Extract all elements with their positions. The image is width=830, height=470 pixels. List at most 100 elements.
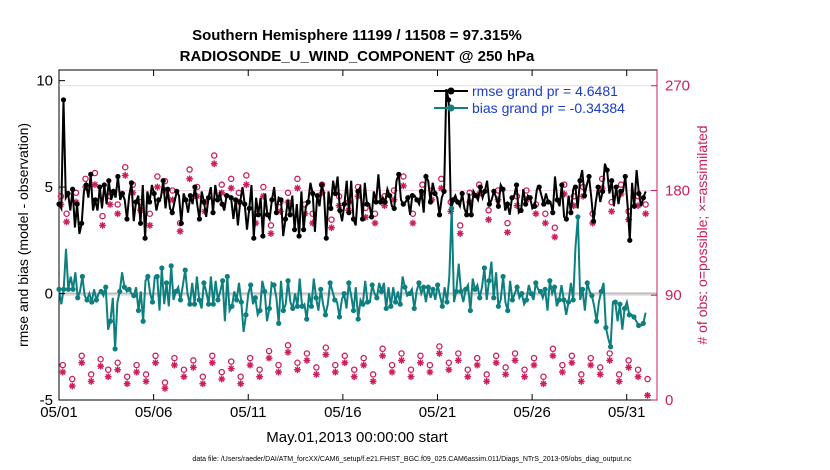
rmse-point <box>468 212 474 218</box>
rmse-point <box>319 182 325 188</box>
obs-assimilated-marker <box>483 377 491 385</box>
rmse-point <box>228 195 234 201</box>
rmse-point <box>260 233 266 239</box>
bias-point <box>145 273 151 280</box>
bias-point <box>505 307 511 314</box>
obs-assimilated-marker <box>454 357 462 364</box>
obs-possible-marker <box>485 207 492 214</box>
bias-point <box>98 288 104 295</box>
bias-point <box>280 307 286 314</box>
bias-point <box>299 303 305 309</box>
bias-point <box>149 299 156 305</box>
obs-assimilated-marker <box>246 361 254 369</box>
obs-possible-marker <box>154 173 161 180</box>
rmse-point <box>504 201 511 207</box>
obs-possible-marker <box>322 344 330 351</box>
bias-point <box>491 295 497 301</box>
obs-possible-marker <box>237 373 244 380</box>
rmse-point <box>65 190 71 197</box>
legend-bias-marker <box>447 104 455 112</box>
obs-possible-marker <box>313 364 320 371</box>
rmse-point <box>590 218 597 224</box>
obs-possible-marker <box>400 173 407 180</box>
rmse-point <box>178 220 184 226</box>
obs-assimilated-marker <box>161 384 169 392</box>
rmse-point <box>631 203 637 209</box>
rmse-point <box>495 203 502 209</box>
obs-possible-marker <box>284 189 292 197</box>
obs-possible-marker <box>445 359 453 367</box>
obs-possible-marker <box>243 172 250 179</box>
rmse-point <box>124 216 130 222</box>
bias-point <box>561 297 567 303</box>
rmse-point <box>432 190 438 197</box>
bias-point <box>201 280 207 286</box>
rmse-point <box>115 173 121 180</box>
x-tick-label: 05/01 <box>40 404 78 421</box>
obs-assimilated-marker <box>284 348 292 356</box>
rmse-point <box>359 216 366 222</box>
obs-possible-marker <box>511 350 519 357</box>
bias-point <box>168 263 174 269</box>
x-tick-label: 05/11 <box>230 404 266 421</box>
rmse-point <box>427 199 434 205</box>
obs-possible-marker <box>456 222 464 229</box>
obs-possible-marker <box>521 366 528 373</box>
obs-assimilated-marker <box>371 219 379 227</box>
bias-point <box>622 305 628 312</box>
obs-possible-marker <box>615 371 623 378</box>
rmse-point <box>604 167 610 173</box>
bias-point <box>603 325 609 331</box>
rmse-point <box>110 188 116 194</box>
obs-possible-marker <box>256 366 263 373</box>
bias-point <box>523 297 530 303</box>
obs-possible-marker <box>123 373 131 380</box>
bias-point <box>350 307 357 314</box>
obs-possible-marker <box>104 366 112 373</box>
obs-possible-marker <box>492 352 500 360</box>
obs-possible-marker <box>114 359 121 367</box>
rmse-point <box>491 188 497 194</box>
bias-point <box>103 284 109 290</box>
legend-bias-label: bias grand pr = -0.34384 <box>472 100 625 116</box>
obs-possible-marker <box>587 354 595 362</box>
obs-possible-marker <box>186 166 193 173</box>
rmse-point <box>346 210 352 216</box>
obs-possible-marker <box>388 361 396 369</box>
bias-point <box>495 303 501 309</box>
bias-point <box>458 288 464 295</box>
obs-assimilated-marker <box>642 210 650 218</box>
obs-possible-marker <box>218 181 225 188</box>
bias-point <box>589 293 595 299</box>
obs-possible-marker <box>369 371 377 378</box>
obs-assimilated-marker <box>99 221 106 229</box>
obs-possible-marker <box>142 371 150 378</box>
obs-possible-marker <box>99 212 106 220</box>
chart-title-line1: Southern Hemisphere 11199 / 11508 = 97.3… <box>192 27 522 44</box>
obs-assimilated-marker <box>608 208 615 215</box>
rmse-point <box>559 182 565 188</box>
bias-point <box>374 295 380 301</box>
obs-possible-marker <box>360 354 367 362</box>
rmse-point <box>350 216 357 222</box>
obs-assimilated-marker <box>227 365 235 372</box>
bias-point <box>341 290 347 297</box>
bias-point <box>435 282 441 288</box>
bias-point <box>140 318 146 324</box>
obs-assimilated-marker <box>456 230 464 237</box>
rmse-point <box>341 201 347 207</box>
rmse-point <box>133 199 139 205</box>
obs-possible-marker <box>265 347 273 355</box>
bias-point <box>177 297 184 303</box>
bias-point <box>378 288 385 295</box>
bias-point <box>430 286 436 292</box>
axis-layer: 05/01 05/06 05/11 05/16 05/21 05/26 05/31 -5 0 5 1… <box>36 70 690 421</box>
obs-possible-marker <box>398 350 405 357</box>
y-tick-label-right: 180 <box>665 182 690 199</box>
obs-possible-marker <box>246 354 254 362</box>
rmse-point <box>210 210 216 216</box>
rmse-point <box>627 237 633 243</box>
rmse-point <box>541 201 547 207</box>
obs-possible-marker <box>275 361 282 369</box>
rmse-point <box>97 184 103 190</box>
